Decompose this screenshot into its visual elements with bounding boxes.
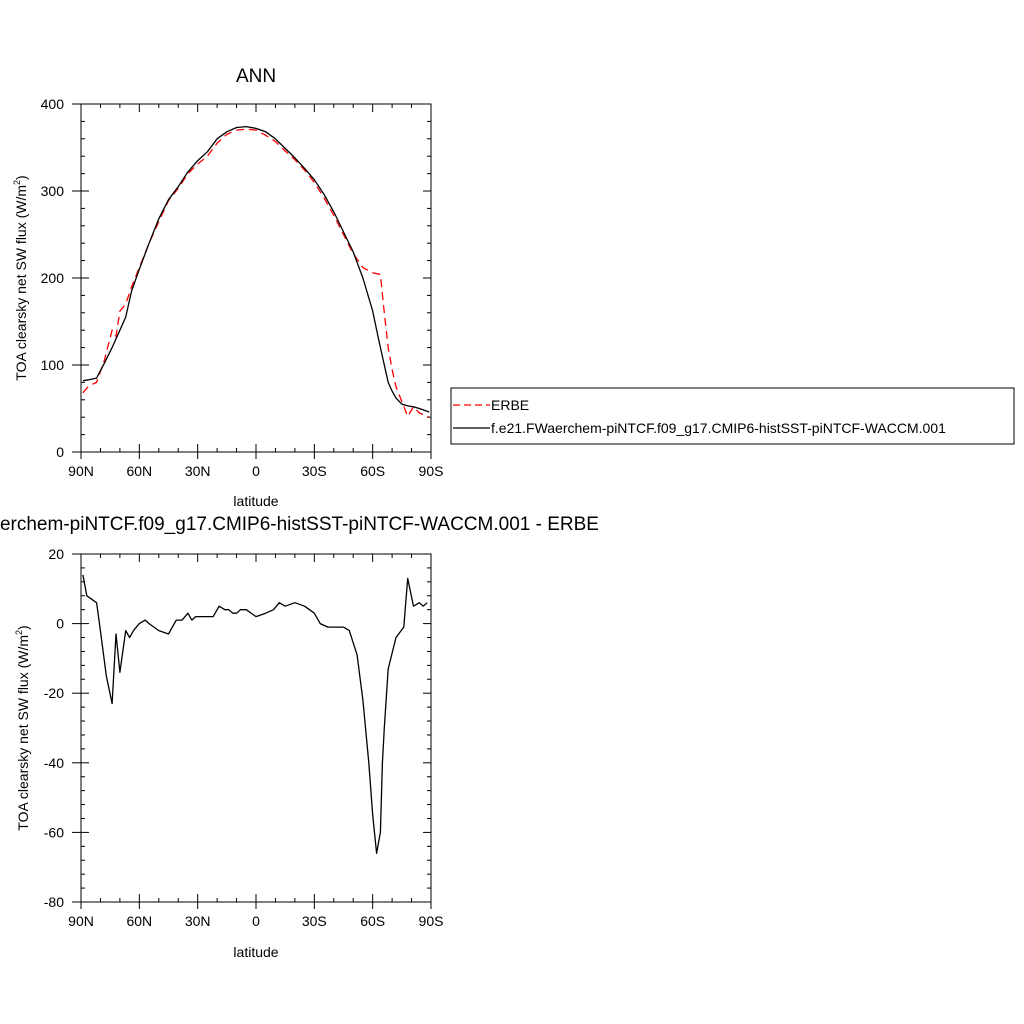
top-ylabel-main: TOA clearsky net SW flux (W/m — [13, 185, 29, 381]
bottom-ylabel-close: ) — [15, 625, 31, 630]
legend: ERBE f.e21.FWaerchem-piNTCF.f09_g17.CMIP… — [450, 387, 1015, 445]
legend-erbe-label: ERBE — [491, 397, 529, 413]
bottom-xtick-label: 60N — [126, 913, 152, 929]
top-xtick-label: 90S — [419, 463, 444, 479]
bottom-xtick-label: 0 — [252, 913, 260, 929]
bottom-xtick-label: 30S — [302, 913, 327, 929]
legend-model-label: f.e21.FWaerchem-piNTCF.f09_g17.CMIP6-his… — [491, 420, 946, 436]
top-xlabel: latitude — [233, 493, 278, 509]
top-ylabel-sup: 2 — [12, 180, 22, 185]
top-ytick-label: 300 — [41, 183, 65, 199]
top-xtick-label: 30N — [185, 463, 211, 479]
bottom-xtick-label: 90S — [419, 913, 444, 929]
bottom-ytick-label: 0 — [56, 616, 64, 632]
bottom-ylabel-main: TOA clearsky net SW flux (W/m — [15, 635, 31, 831]
bottom-ylabel: TOA clearsky net SW flux (W/m2) — [14, 625, 31, 830]
bottom-ytick-label: -80 — [44, 894, 64, 910]
bottom-ytick-label: 20 — [48, 546, 64, 562]
bottom-series-difference-line — [82, 574, 428, 854]
bottom-plot-area: 90N 60N 30N 0 30S 60S 90S -80 -60 -40 -20 0 20 — [44, 546, 444, 929]
top-xtick-label: 30S — [302, 463, 327, 479]
bottom-xtick-label: 30N — [185, 913, 211, 929]
top-plot-area: 90N 60N 30N 0 30S 60S 90S 0 100 200 300 400 — [41, 96, 444, 479]
top-ylabel: TOA clearsky net SW flux (W/m2) — [12, 175, 29, 380]
top-ytick-label: 100 — [41, 357, 65, 373]
bottom-ylabel-sup: 2 — [14, 630, 24, 635]
legend-box — [450, 387, 1015, 445]
top-xtick-label: 60S — [360, 463, 385, 479]
top-panel: ANN 90N 60N 30N 0 30S 60S 90S 0 100 200 300 400 TOA… — [12, 66, 443, 509]
top-ytick-label: 400 — [41, 96, 65, 112]
bottom-xtick-label: 90N — [68, 913, 94, 929]
top-xtick-label: 90N — [68, 463, 94, 479]
top-plot-frame — [80, 103, 432, 453]
bottom-ytick-label: -20 — [44, 685, 64, 701]
bottom-chart-title: f.e21.FWaerchem-piNTCF.f09_g17.CMIP6-his… — [0, 514, 599, 535]
bottom-ytick-label: -60 — [44, 824, 64, 840]
top-ytick-label: 200 — [41, 270, 65, 286]
top-series-model-line — [82, 125, 430, 413]
top-ytick-label: 0 — [56, 444, 64, 460]
top-xtick-label: 60N — [126, 463, 152, 479]
bottom-panel: f.e21.FWaerchem-piNTCF.f09_g17.CMIP6-his… — [0, 514, 599, 960]
top-xtick-label: 0 — [252, 463, 260, 479]
bottom-ytick-label: -40 — [44, 755, 64, 771]
top-series-erbe-line — [82, 128, 430, 418]
top-chart-title: ANN — [236, 66, 276, 87]
bottom-xtick-label: 60S — [360, 913, 385, 929]
bottom-plot-frame — [80, 553, 432, 903]
bottom-xlabel: latitude — [233, 944, 278, 960]
top-ylabel-close: ) — [13, 175, 29, 180]
